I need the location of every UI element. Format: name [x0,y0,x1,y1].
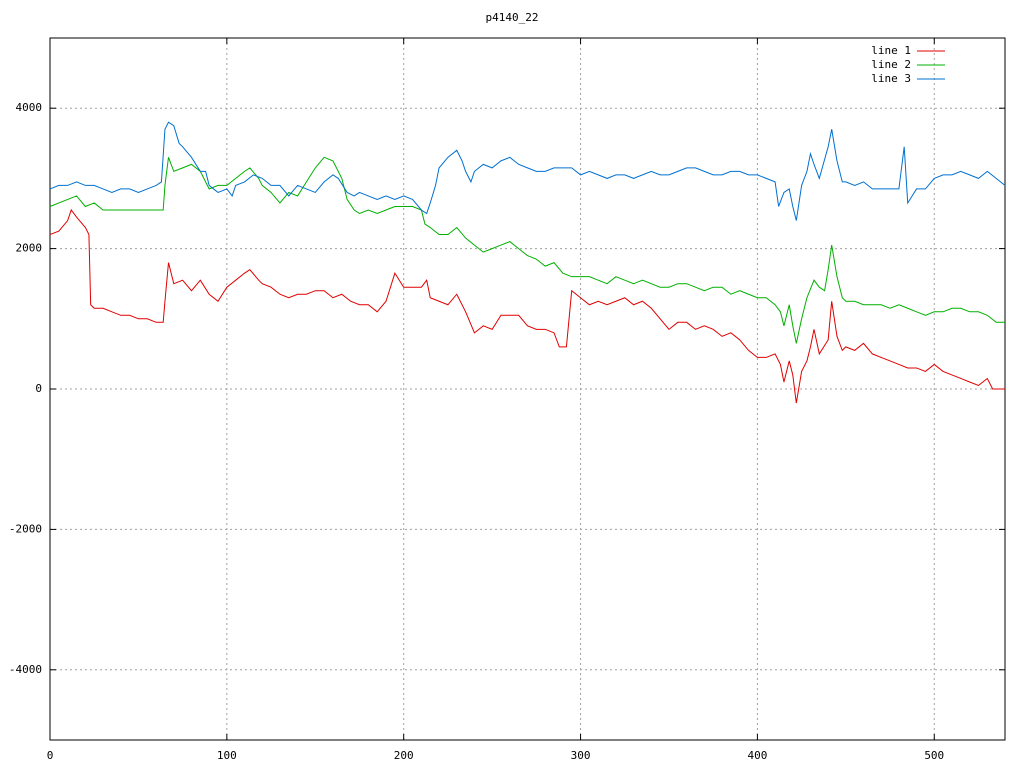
y-tick-label: 2000 [16,242,43,255]
y-tick-label: -4000 [9,663,42,676]
y-tick-label: 0 [35,382,42,395]
y-tick-label: 4000 [16,101,43,114]
chart-title: p4140_22 [486,11,539,24]
series-line [49,121,1006,221]
x-tick-label: 100 [217,749,237,762]
x-tick-label: 0 [47,749,54,762]
legend-label: line 3 [871,72,911,85]
series-line [49,208,1005,404]
x-tick-label: 500 [924,749,944,762]
legend-label: line 2 [871,58,911,71]
x-tick-label: 200 [394,749,414,762]
x-tick-label: 300 [571,749,591,762]
x-tick-label: 400 [747,749,767,762]
series-line [49,156,1005,344]
y-tick-label: -2000 [9,522,42,535]
legend-label: line 1 [871,44,911,57]
